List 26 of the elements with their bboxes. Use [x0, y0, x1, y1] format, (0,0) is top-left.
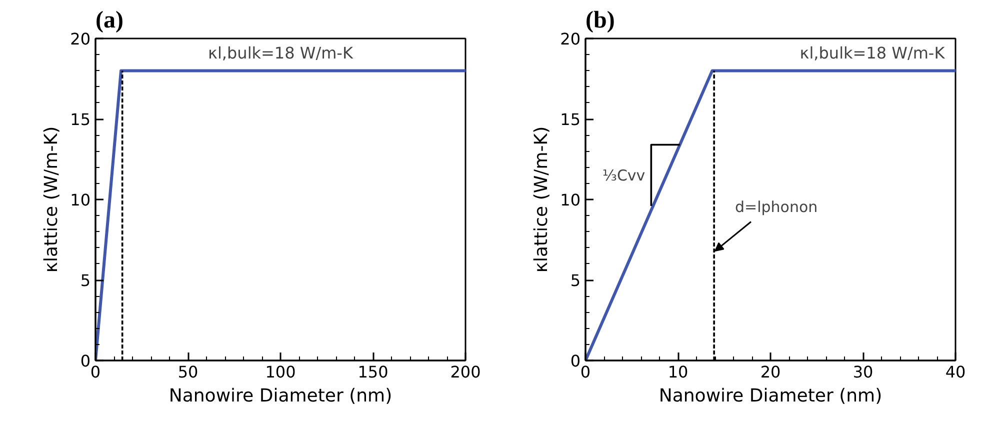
y-tick-label: 15 — [560, 110, 580, 129]
x-tick-label: 20 — [760, 362, 781, 382]
y-axis-title: κlattice (W/m-K) — [41, 126, 62, 273]
x-tick-label: 40 — [945, 362, 966, 382]
x-axis-title: Nanowire Diameter (nm) — [658, 386, 882, 406]
y-tick-label: 5 — [80, 271, 91, 290]
annotation: d=lphonon — [735, 198, 818, 216]
y-axis-title: κlattice (W/m-K) — [531, 126, 552, 273]
y-tick-label: 10 — [70, 190, 90, 210]
x-tick-label: 50 — [178, 362, 198, 382]
annotation: ⅓Cvv — [602, 166, 646, 184]
chart-title: (a) — [96, 8, 124, 34]
y-tick-label: 10 — [560, 190, 580, 210]
x-tick-label: 200 — [450, 362, 481, 382]
x-tick-label: 30 — [852, 362, 874, 382]
x-tick-label: 150 — [358, 362, 388, 382]
y-tick-label: 20 — [70, 30, 90, 48]
x-tick-label: 10 — [668, 362, 688, 382]
y-tick-label: 15 — [70, 110, 90, 129]
chart-title: (b) — [586, 8, 615, 34]
y-tick-label: 5 — [570, 271, 581, 290]
annotation: κl,bulk=18 W/m-K — [208, 44, 354, 63]
x-axis-title: Nanowire Diameter (nm) — [168, 386, 392, 406]
x-tick-label: 100 — [265, 362, 296, 382]
y-tick-label: 20 — [560, 30, 580, 48]
annotation: κl,bulk=18 W/m-K — [800, 44, 946, 63]
